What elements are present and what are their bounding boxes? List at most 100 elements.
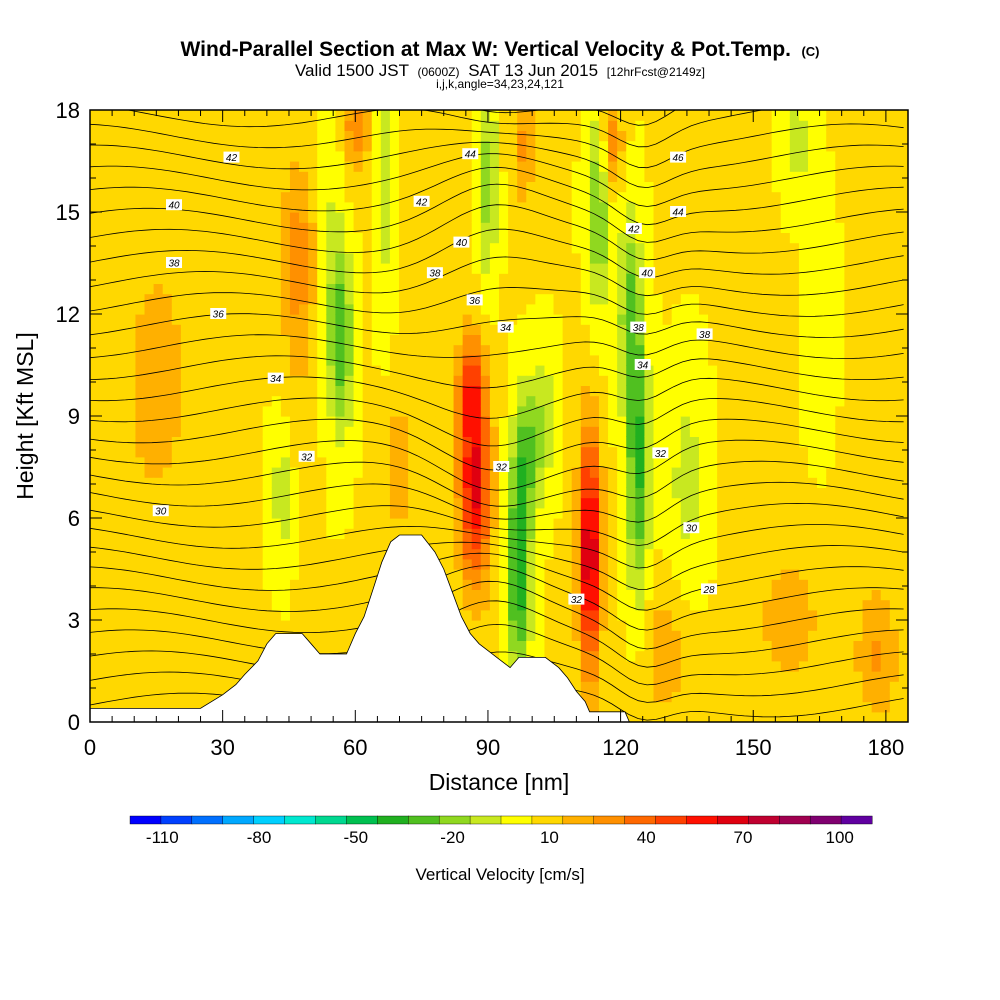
velocity-cell (180, 222, 191, 233)
velocity-cell (708, 354, 718, 366)
velocity-cell (762, 273, 773, 284)
velocity-cell (689, 650, 700, 662)
velocity-cell (99, 334, 109, 346)
velocity-cell (562, 671, 573, 682)
velocity-cell (617, 609, 627, 621)
velocity-cell (153, 691, 164, 703)
velocity-cell (635, 242, 646, 254)
velocity-cell (717, 150, 727, 162)
velocity-cell (253, 426, 264, 437)
velocity-cell (753, 660, 764, 672)
velocity-cell (499, 222, 509, 233)
velocity-cell (535, 303, 546, 315)
velocity-cell (771, 242, 782, 254)
velocity-cell (353, 242, 364, 254)
velocity-cell (598, 681, 609, 692)
velocity-cell (226, 314, 237, 325)
velocity-cell (126, 609, 137, 621)
velocity-cell (499, 375, 509, 386)
velocity-cell (789, 569, 800, 580)
velocity-cell (817, 161, 827, 172)
velocity-cell (789, 456, 800, 468)
velocity-cell (90, 303, 100, 315)
velocity-cell (244, 518, 255, 529)
velocity-cell (135, 609, 146, 621)
velocity-cell (798, 711, 809, 722)
velocity-cell (380, 497, 391, 509)
velocity-cell (162, 242, 173, 254)
velocity-cell (517, 569, 527, 580)
velocity-cell (271, 161, 282, 172)
velocity-cell (635, 375, 646, 386)
velocity-cell (562, 273, 573, 284)
velocity-cell (135, 579, 146, 590)
velocity-cell (408, 252, 418, 264)
velocity-cell (335, 232, 346, 244)
velocity-cell (571, 283, 582, 295)
velocity-cell (126, 660, 137, 672)
velocity-cell (762, 344, 773, 356)
velocity-cell (808, 691, 818, 703)
velocity-cell (153, 385, 164, 397)
velocity-cell (280, 599, 291, 611)
velocity-cell (426, 130, 436, 142)
velocity-cell (726, 579, 736, 590)
velocity-cell (162, 691, 173, 703)
velocity-cell (435, 446, 446, 458)
velocity-cell (744, 161, 755, 172)
velocity-cell (289, 405, 300, 417)
velocity-cell (471, 375, 482, 386)
velocity-cell (598, 701, 609, 713)
velocity-cell (108, 518, 118, 529)
velocity-cell (253, 650, 264, 662)
velocity-cell (789, 620, 800, 631)
velocity-cell (753, 446, 764, 458)
velocity-cell (217, 467, 227, 478)
velocity-cell (362, 426, 373, 437)
velocity-cell (344, 528, 355, 539)
velocity-cell (562, 201, 573, 213)
velocity-cell (371, 171, 382, 182)
velocity-cell (280, 181, 291, 193)
velocity-cell (608, 150, 618, 162)
velocity-cell (653, 334, 664, 346)
velocity-cell (226, 273, 237, 284)
velocity-cell (253, 140, 264, 152)
velocity-cell (698, 609, 709, 621)
velocity-cell (144, 140, 155, 152)
velocity-cell (180, 691, 191, 703)
velocity-cell (753, 477, 764, 488)
velocity-cell (826, 252, 836, 264)
velocity-cell (835, 110, 845, 121)
velocity-cell (462, 140, 473, 152)
velocity-cell (780, 303, 791, 315)
velocity-cell (344, 130, 355, 142)
velocity-cell (798, 538, 809, 550)
velocity-cell (726, 446, 736, 458)
velocity-cell (589, 538, 600, 550)
velocity-cell (235, 130, 246, 142)
velocity-cell (208, 671, 218, 682)
velocity-cell (289, 395, 300, 407)
velocity-cell (462, 558, 473, 570)
velocity-cell (99, 405, 109, 417)
velocity-cell (235, 477, 246, 488)
velocity-cell (217, 681, 227, 692)
velocity-cell (426, 120, 436, 131)
velocity-cell (308, 487, 318, 499)
velocity-cell (535, 232, 546, 244)
velocity-cell (808, 620, 818, 631)
velocity-cell (299, 426, 309, 437)
velocity-cell (726, 599, 736, 611)
velocity-cell (535, 120, 546, 131)
velocity-cell (162, 263, 173, 274)
velocity-cell (399, 487, 409, 499)
velocity-cell (453, 558, 464, 570)
velocity-cell (508, 487, 518, 499)
velocity-cell (317, 191, 327, 203)
velocity-cell (571, 487, 582, 499)
velocity-cell (208, 589, 218, 601)
velocity-cell (444, 446, 455, 458)
velocity-cell (180, 558, 191, 570)
velocity-cell (235, 660, 246, 672)
